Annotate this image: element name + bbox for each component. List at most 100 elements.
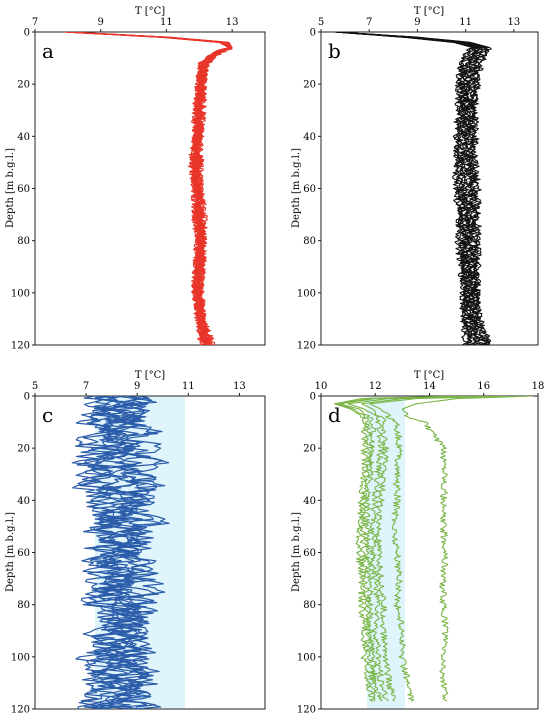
series-line [335, 32, 491, 345]
y-tick-label: 60 [17, 184, 30, 195]
y-tick-label: 120 [11, 705, 30, 716]
y-tick-label: 80 [303, 600, 316, 611]
y-tick-label: 0 [310, 392, 316, 403]
y-tick-label: 20 [17, 444, 30, 455]
series-line [347, 396, 490, 702]
series-line [67, 32, 233, 345]
y-tick-label: 60 [303, 184, 316, 195]
y-tick-label: 120 [11, 341, 30, 352]
series-line [335, 32, 477, 345]
plot-area-frame [34, 31, 266, 346]
series-line [97, 396, 159, 709]
y-tick-label: 100 [11, 288, 30, 299]
y-tick-label: 40 [303, 132, 316, 143]
y-tick-label: 40 [17, 132, 30, 143]
y-tick-label: 120 [297, 341, 316, 352]
y-tick-labels: 0 20 40 60 80 100 120 [11, 392, 35, 716]
series-line [335, 32, 479, 345]
y-tick-label: 100 [297, 288, 316, 299]
x-tick-labels: 7 9 11 13 [32, 17, 239, 32]
y-axis-label: Depth [m b.g.l.] [291, 148, 302, 228]
series-line [103, 396, 170, 709]
x-axis-label: T [°C] [414, 6, 444, 17]
panel-letter: c [42, 403, 53, 427]
x-tick-label: 5 [318, 17, 324, 28]
plot-area-frame [320, 31, 539, 346]
y-tick-label: 40 [17, 496, 30, 507]
panel-d: T [°C] Depth [m b.g.l.] d 10 12 14 16 18 0 20… [291, 370, 544, 716]
x-tick-label: 5 [32, 381, 38, 392]
y-tick-labels: 0 20 40 60 80 100 120 [297, 392, 321, 716]
y-tick-label: 100 [297, 652, 316, 663]
series-line [335, 32, 486, 345]
plot-area-frame [320, 395, 539, 710]
x-tick-labels: 10 12 14 16 18 [315, 381, 545, 396]
panel-a: T [°C] Depth [m b.g.l.] a 7 9 11 13 0 20 40 60… [5, 6, 266, 352]
series-lines [334, 396, 533, 702]
panel-letter: d [328, 403, 341, 427]
x-axis-label: T [°C] [135, 370, 165, 381]
series-line [335, 32, 474, 345]
series-line [369, 396, 511, 702]
series-line [339, 396, 479, 702]
y-tick-label: 0 [24, 392, 30, 403]
x-tick-labels: 5 7 9 11 13 [32, 381, 246, 396]
series-line [67, 32, 233, 345]
series-lines [335, 32, 492, 345]
y-tick-labels: 0 20 40 60 80 100 120 [297, 28, 321, 352]
y-axis-label: Depth [m b.g.l.] [5, 148, 16, 228]
y-tick-label: 60 [17, 548, 30, 559]
x-tick-label: 12 [369, 381, 382, 392]
y-tick-label: 120 [297, 705, 316, 716]
panel-b: T [°C] Depth [m b.g.l.] b 5 7 9 11 13 0 20 40 6… [291, 6, 539, 352]
series-line [335, 32, 475, 345]
y-axis-label: Depth [m b.g.l.] [291, 512, 302, 592]
x-axis-label: T [°C] [414, 370, 444, 381]
y-tick-label: 80 [17, 600, 30, 611]
y-tick-label: 20 [303, 80, 316, 91]
series-line [335, 32, 486, 345]
series-line [98, 396, 170, 709]
series-line [93, 396, 157, 709]
series-line [65, 32, 231, 345]
series-line [401, 396, 533, 702]
series-lines [64, 32, 233, 345]
x-tick-label: 13 [226, 17, 239, 28]
y-tick-label: 80 [17, 236, 30, 247]
x-tick-label: 18 [532, 381, 545, 392]
x-tick-label: 16 [477, 381, 490, 392]
x-tick-label: 14 [423, 381, 436, 392]
x-tick-label: 7 [83, 381, 89, 392]
series-line [336, 396, 471, 702]
x-tick-label: 7 [32, 17, 38, 28]
series-lines [71, 396, 170, 709]
x-tick-label: 11 [160, 17, 173, 28]
y-tick-label: 20 [303, 444, 316, 455]
panel-letter: a [42, 39, 54, 63]
x-tick-label: 13 [508, 17, 521, 28]
x-tick-label: 13 [233, 381, 246, 392]
series-line [67, 32, 233, 345]
y-tick-label: 0 [24, 28, 30, 39]
y-tick-label: 100 [11, 652, 30, 663]
y-tick-label: 60 [303, 548, 316, 559]
x-tick-labels: 5 7 9 11 13 [318, 17, 520, 32]
x-tick-label: 9 [134, 381, 140, 392]
y-tick-label: 20 [17, 80, 30, 91]
x-tick-label: 9 [98, 17, 104, 28]
y-tick-label: 40 [303, 496, 316, 507]
y-tick-label: 80 [303, 236, 316, 247]
x-tick-label: 11 [182, 381, 195, 392]
series-line [334, 396, 463, 702]
x-tick-label: 9 [414, 17, 420, 28]
x-tick-label: 10 [315, 381, 328, 392]
panel-c: T [°C] Depth [m b.g.l.] c 5 7 9 11 13 0 20 40 6… [5, 370, 266, 716]
x-axis-label: T [°C] [135, 6, 165, 17]
y-tick-labels: 0 20 40 60 80 100 120 [11, 28, 35, 352]
series-line [361, 396, 498, 702]
x-tick-label: 7 [366, 17, 372, 28]
y-axis-label: Depth [m b.g.l.] [5, 512, 16, 592]
panel-letter: b [328, 39, 341, 63]
x-tick-label: 11 [459, 17, 472, 28]
